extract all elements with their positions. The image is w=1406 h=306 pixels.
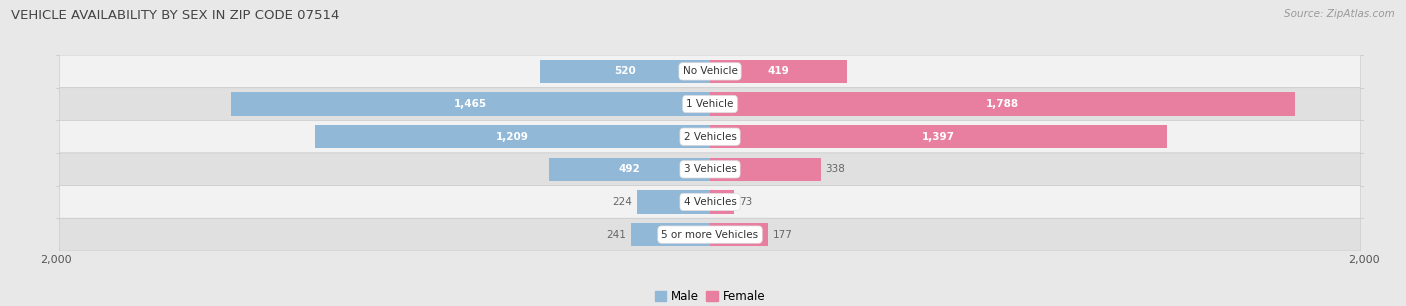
Text: 1 Vehicle: 1 Vehicle <box>686 99 734 109</box>
Text: 73: 73 <box>738 197 752 207</box>
Bar <box>550 158 710 181</box>
Legend: Male, Female: Male, Female <box>650 285 770 306</box>
Bar <box>231 92 710 116</box>
Bar <box>710 60 846 83</box>
Bar <box>710 92 1295 116</box>
Text: 241: 241 <box>606 230 626 240</box>
Text: 1,209: 1,209 <box>496 132 529 142</box>
Text: 1,397: 1,397 <box>922 132 955 142</box>
Text: 177: 177 <box>773 230 793 240</box>
Text: VEHICLE AVAILABILITY BY SEX IN ZIP CODE 07514: VEHICLE AVAILABILITY BY SEX IN ZIP CODE … <box>11 9 340 22</box>
FancyBboxPatch shape <box>59 55 1361 88</box>
Bar <box>631 223 710 246</box>
FancyBboxPatch shape <box>59 120 1361 153</box>
Text: 338: 338 <box>825 164 845 174</box>
Text: 492: 492 <box>619 164 641 174</box>
Bar <box>637 190 710 214</box>
FancyBboxPatch shape <box>59 153 1361 186</box>
Bar <box>710 223 768 246</box>
Text: 224: 224 <box>612 197 631 207</box>
FancyBboxPatch shape <box>59 186 1361 218</box>
Bar <box>710 190 734 214</box>
FancyBboxPatch shape <box>59 218 1361 251</box>
Bar <box>315 125 710 148</box>
Text: 2 Vehicles: 2 Vehicles <box>683 132 737 142</box>
Bar <box>710 125 1167 148</box>
Text: 520: 520 <box>614 66 636 76</box>
Text: Source: ZipAtlas.com: Source: ZipAtlas.com <box>1284 9 1395 19</box>
Text: 419: 419 <box>768 66 789 76</box>
Text: 1,788: 1,788 <box>986 99 1019 109</box>
FancyBboxPatch shape <box>59 88 1361 120</box>
Text: 3 Vehicles: 3 Vehicles <box>683 164 737 174</box>
Text: 4 Vehicles: 4 Vehicles <box>683 197 737 207</box>
Text: No Vehicle: No Vehicle <box>682 66 738 76</box>
Text: 5 or more Vehicles: 5 or more Vehicles <box>661 230 759 240</box>
Bar <box>540 60 710 83</box>
Text: 1,465: 1,465 <box>454 99 486 109</box>
Bar <box>710 158 821 181</box>
